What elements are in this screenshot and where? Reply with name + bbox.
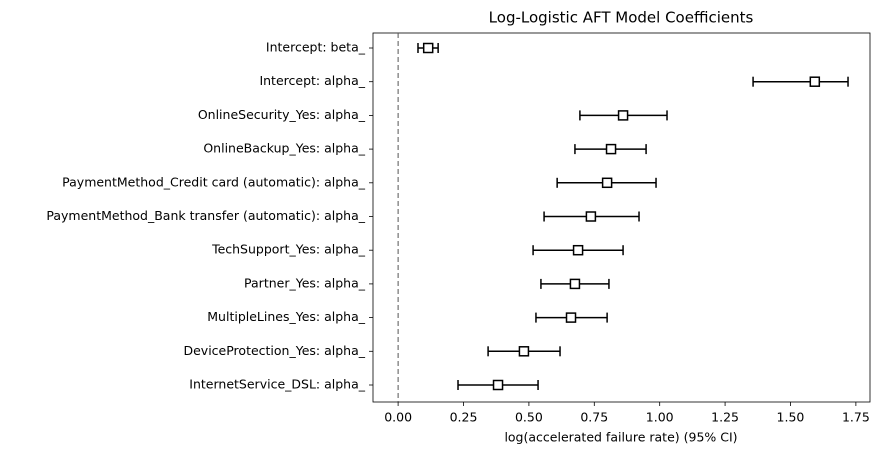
x-tick-label: 1.75 xyxy=(842,410,870,425)
x-tick-label: 1.50 xyxy=(777,410,805,425)
chart-title: Log-Logistic AFT Model Coefficients xyxy=(489,9,754,27)
point-marker xyxy=(569,278,581,290)
y-tick-label: OnlineBackup_Yes: alpha_ xyxy=(203,141,365,156)
point-marker xyxy=(565,312,577,323)
point-marker xyxy=(617,110,629,121)
y-tick-label: Intercept: alpha_ xyxy=(259,73,365,88)
point-marker xyxy=(518,346,530,357)
y-tick-label: DeviceProtection_Yes: alpha_ xyxy=(183,343,365,358)
point-marker xyxy=(585,211,597,222)
point-marker xyxy=(809,76,821,87)
y-tick-label: PaymentMethod_Credit card (automatic): a… xyxy=(62,174,366,189)
x-tick-label: 0.50 xyxy=(515,410,543,425)
point-marker xyxy=(492,379,504,391)
x-tick-label: 1.25 xyxy=(711,410,739,425)
y-tick-label: Intercept: beta_ xyxy=(266,40,366,55)
point-marker xyxy=(601,177,613,189)
plot-frame xyxy=(372,32,871,403)
point-marker xyxy=(422,42,434,54)
y-tick-label: Partner_Yes: alpha_ xyxy=(244,275,366,290)
x-axis-label: log(accelerated failure rate) (95% CI) xyxy=(504,430,737,445)
point-marker xyxy=(605,143,617,155)
point-marker xyxy=(572,244,584,256)
y-tick-label: MultipleLines_Yes: alpha_ xyxy=(207,309,365,324)
y-tick-label: PaymentMethod_Bank transfer (automatic):… xyxy=(46,208,365,223)
x-tick-label: 0.75 xyxy=(580,410,608,425)
x-tick-label: 0.25 xyxy=(450,410,478,425)
y-tick-label: TechSupport_Yes: alpha_ xyxy=(211,242,366,257)
y-tick-label: OnlineSecurity_Yes: alpha_ xyxy=(198,107,366,122)
x-tick-label: 1.00 xyxy=(646,410,674,425)
x-tick-label: 0.00 xyxy=(384,410,412,425)
y-tick-label: InternetService_DSL: alpha_ xyxy=(189,377,365,392)
